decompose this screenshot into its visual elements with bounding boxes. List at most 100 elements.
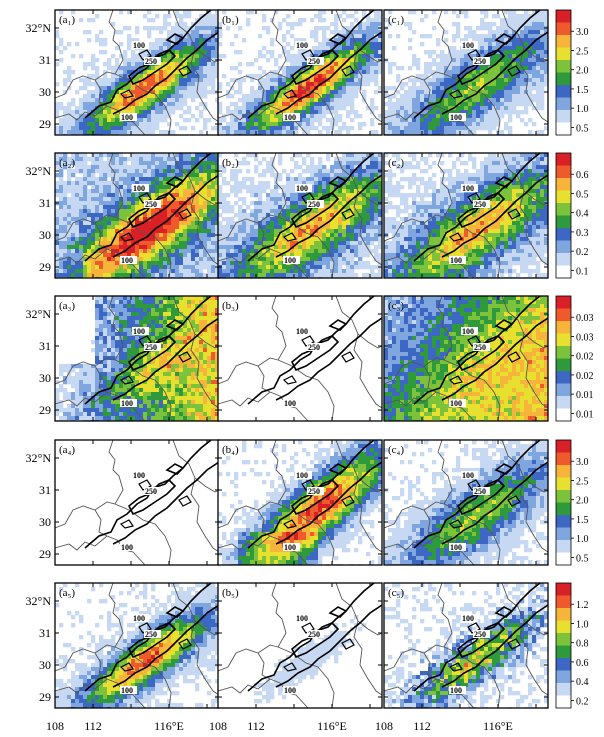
contour-label: 100 (462, 614, 474, 623)
y-tick-label: 31 (39, 53, 51, 67)
shaded-field (218, 153, 382, 278)
contour-label: 100 (296, 41, 308, 50)
contour-label: 100 (462, 41, 474, 50)
province-borders (218, 10, 382, 135)
contour-label: 100 (121, 686, 133, 695)
colorbar-tick-label: 1.5 (576, 85, 589, 96)
panel-label: (c₁) (388, 14, 404, 26)
colorbar-tick-label: 1.5 (576, 515, 589, 526)
panel-label: (c₃) (388, 300, 404, 312)
contour-label: 100 (450, 543, 462, 552)
colorbar-tick-label: 3.0 (576, 27, 589, 38)
colorbar-tick-label: 0.8 (576, 639, 589, 650)
contour-label: 100 (296, 471, 308, 480)
contour-label: 100 (284, 399, 296, 408)
colorbar-tick-label: 0.2 (576, 696, 589, 707)
contour-label: 100 (462, 184, 474, 193)
contour-lines (413, 296, 548, 405)
y-tick-label: 32°N (26, 21, 52, 35)
contour-label: 100 (462, 327, 474, 336)
contour-label: 100 (450, 113, 462, 122)
colorbar-row-2: 0.6 0.5 0.4 0.3 0.2 0.1 (555, 152, 589, 279)
contour-label: 250 (474, 487, 486, 496)
colorbar-tick-label: 2.5 (576, 476, 589, 487)
contour-label: 250 (308, 343, 320, 352)
colorbar-tick-label: 0.01 (576, 390, 594, 401)
contour-label: 250 (308, 200, 320, 209)
colorbar-tick-label: 0.03 (576, 313, 594, 324)
contour-label: 100 (296, 327, 308, 336)
contour-label: 100 (450, 256, 462, 265)
y-tick-label: 30 (39, 85, 51, 99)
colorbar-tick-label: 0.4 (576, 209, 589, 220)
contour-label: 100 (450, 686, 462, 695)
y-tick-label: 31 (39, 339, 51, 353)
colorbar-row-3: 0.03 0.03 0.02 0.02 0.01 0.01 (555, 295, 594, 422)
contour-label: 100 (133, 471, 145, 480)
x-tick-label: 108 (209, 719, 227, 733)
colorbar-tick-label: 2.0 (576, 496, 589, 507)
contour-lines (247, 583, 382, 692)
contour-label: 250 (474, 343, 486, 352)
x-tick-label: 116°E (154, 719, 184, 733)
y-tick-label: 30 (39, 371, 51, 385)
contour-label: 100 (133, 184, 145, 193)
colorbar-tick-label: 1.0 (576, 104, 589, 115)
contour-label: 100 (284, 543, 296, 552)
y-tick-label: 32°N (26, 594, 52, 608)
x-tick-label: 116°E (317, 719, 347, 733)
contour-label: 100 (133, 41, 145, 50)
x-tick-label: 112 (413, 719, 431, 733)
x-tick-label: 112 (247, 719, 265, 733)
contour-label: 100 (121, 113, 133, 122)
contour-label: 100 (121, 399, 133, 408)
figure-row-3: 100250100(a₃)100250100(b₃)100250100(c₃)3… (26, 295, 594, 422)
contour-label: 250 (308, 630, 320, 639)
y-tick-label: 31 (39, 626, 51, 640)
colorbar-tick-label: 0.5 (576, 189, 589, 200)
panel-label: (b₅) (222, 587, 239, 599)
contour-label: 100 (284, 686, 296, 695)
panel-label: (a₃) (59, 300, 75, 312)
panel-label: (c₂) (388, 157, 404, 169)
y-tick-label: 30 (39, 515, 51, 529)
contour-label: 250 (474, 200, 486, 209)
contour-label: 250 (145, 343, 157, 352)
x-tick-label: 116°E (483, 719, 513, 733)
panel-label: (a₅) (59, 587, 75, 599)
y-tick-label: 30 (39, 228, 51, 242)
colorbar-tick-label: 0.2 (576, 247, 589, 258)
colorbar-tick-label: 0.6 (576, 170, 589, 181)
colorbar-tick-label: 2.5 (576, 46, 589, 57)
panel-label: (b₃) (222, 300, 239, 312)
colorbar-tick-label: 0.6 (576, 658, 589, 669)
contour-label: 100 (121, 256, 133, 265)
colorbar-tick-label: 0.5 (576, 553, 589, 564)
y-tick-label: 32°N (26, 451, 52, 465)
contour-lines (247, 10, 382, 119)
panel-label: (b₄) (222, 444, 239, 456)
y-tick-label: 32°N (26, 164, 52, 178)
shaded-field (55, 296, 219, 421)
contour-label: 100 (284, 113, 296, 122)
contour-label: 250 (145, 200, 157, 209)
y-tick-label: 31 (39, 196, 51, 210)
colorbar-tick-label: 0.5 (576, 123, 589, 134)
colorbar-tick-label: 0.4 (576, 677, 589, 688)
y-tick-label: 29 (39, 117, 51, 131)
panel-label: (a₂) (59, 157, 75, 169)
colorbar-tick-label: 0.02 (576, 371, 594, 382)
contour-label: 100 (296, 184, 308, 193)
x-tick-label: 108 (46, 719, 64, 733)
figure-row-1: 100250100(a₁)100250100(b₁)100250100(c₁)3… (26, 9, 589, 136)
